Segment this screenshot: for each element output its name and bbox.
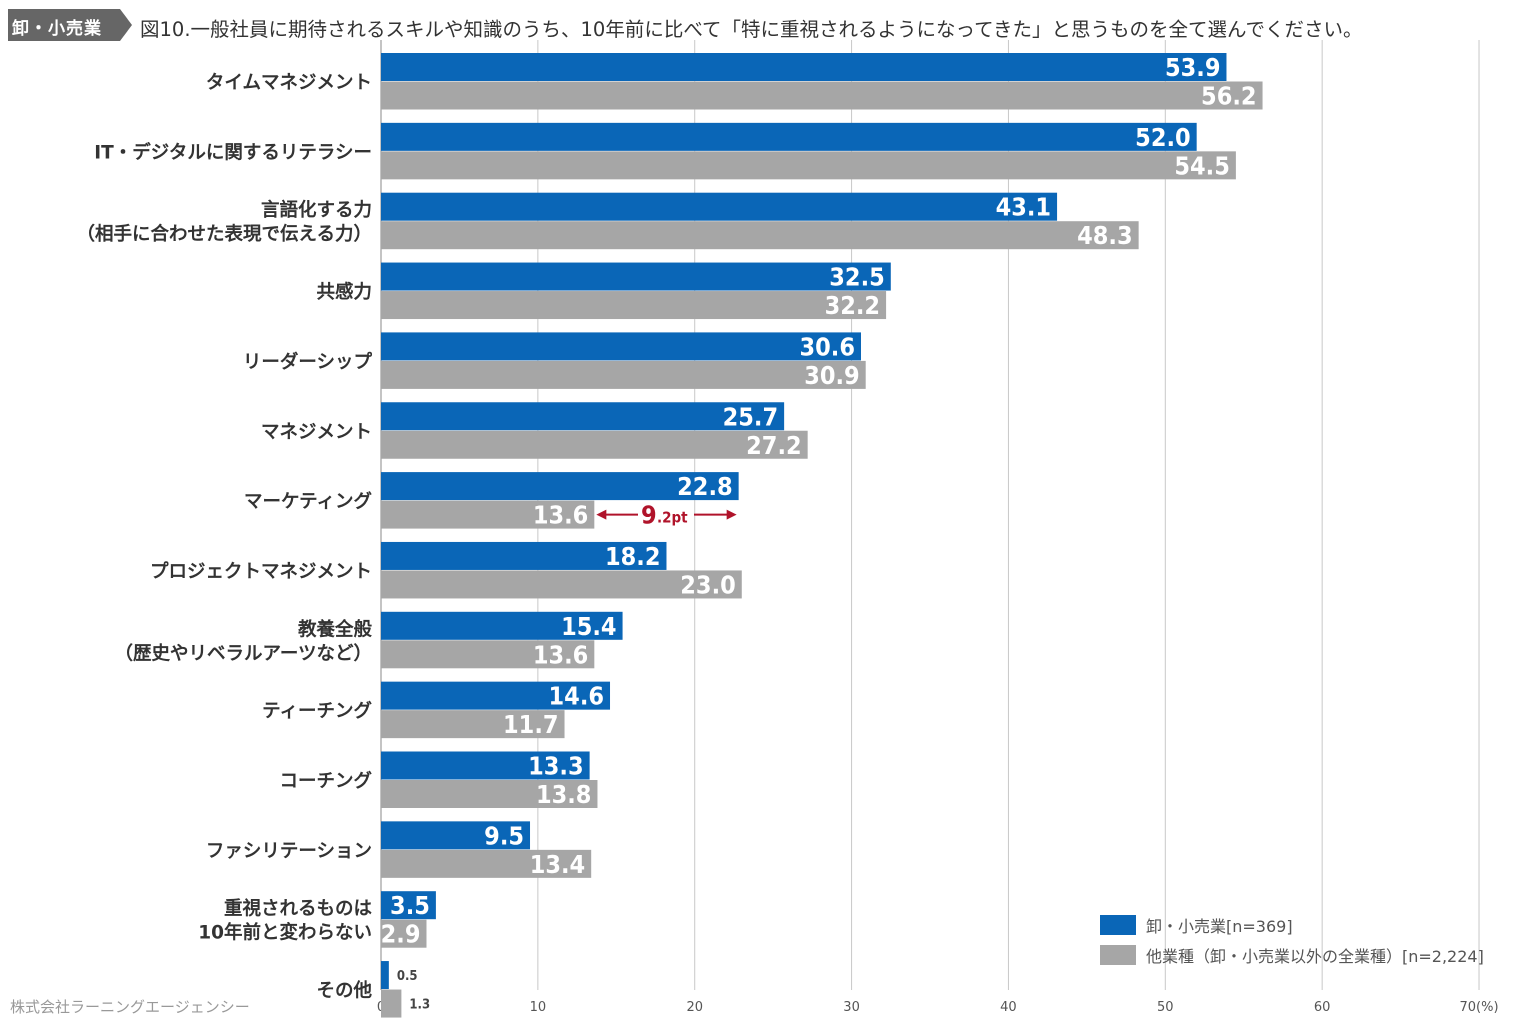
category-label: 10年前と変わらない — [198, 922, 372, 944]
bar-series-1 — [381, 332, 861, 361]
category-label: IT・デジタルに関するリテラシー — [94, 141, 372, 163]
category-label: プロジェクトマネジメント — [150, 560, 372, 582]
value-label-series-2: 13.8 — [536, 780, 592, 809]
value-label-series-1: 22.8 — [677, 472, 733, 501]
category-label: 教養全般 — [298, 618, 373, 640]
value-label-series-1: 52.0 — [1135, 123, 1191, 152]
category-label: ファシリテーション — [206, 841, 372, 862]
annotation-arrowhead-right — [726, 509, 737, 520]
bar-series-2 — [381, 360, 866, 389]
bar-series-1 — [381, 821, 531, 850]
x-tick-label: 10 — [530, 1000, 547, 1015]
category-label: （相手に合わせた表現で伝える力） — [77, 223, 372, 245]
value-label-series-1: 15.4 — [561, 612, 617, 641]
legend-swatch-series-2 — [1100, 945, 1136, 965]
category-label: その他 — [316, 980, 372, 1002]
legend-label-series-1: 卸・小売業[n=369] — [1146, 917, 1293, 936]
value-label-series-2: 23.0 — [680, 570, 736, 599]
value-label-series-1: 43.1 — [996, 193, 1052, 222]
bar-series-2 — [381, 221, 1139, 250]
legend-swatch-series-1 — [1100, 915, 1136, 935]
bar-series-1 — [381, 541, 667, 570]
legend-label-series-2: 他業種（卸・小売業以外の全業種）[n=2,224] — [1146, 947, 1484, 966]
bar-series-1 — [381, 122, 1197, 151]
category-label: タイムマネジメント — [206, 73, 372, 94]
bar-series-2 — [381, 710, 565, 739]
category-badge — [8, 9, 132, 41]
annotation-value-big: 9 — [641, 501, 657, 530]
badge-shape — [8, 9, 132, 41]
bar-series-1 — [381, 891, 436, 920]
bar-series-2 — [381, 500, 595, 529]
legend: 卸・小売業[n=369] 他業種（卸・小売業以外の全業種）[n=2,224] — [1100, 910, 1484, 970]
value-label-series-1: 3.5 — [390, 891, 430, 920]
bar-series-1 — [381, 751, 590, 780]
badge-label: 卸・小売業 — [12, 19, 102, 39]
bar-series-1 — [381, 402, 785, 431]
category-label: 言語化する力 — [261, 199, 372, 221]
annotation-value-small: .2pt — [657, 509, 688, 527]
value-label-series-1: 18.2 — [605, 542, 661, 571]
value-label-series-1: 9.5 — [484, 821, 524, 850]
bar-series-2 — [381, 919, 427, 948]
value-label-series-1: 32.5 — [829, 263, 885, 292]
bar-series-2 — [381, 849, 592, 878]
value-label-series-2: 56.2 — [1201, 82, 1257, 111]
value-label-series-2: 13.4 — [530, 850, 586, 879]
bar-series-1 — [381, 472, 739, 501]
bar-series-1 — [381, 192, 1058, 221]
category-label: マーケティング — [244, 491, 373, 513]
bar-series-1 — [381, 681, 611, 710]
x-tick-label: 40 — [1000, 1000, 1017, 1015]
value-label-series-1: 13.3 — [528, 752, 584, 781]
bar-series-2 — [381, 81, 1263, 110]
value-label-series-2: 32.2 — [825, 291, 881, 320]
x-tick-label: 50 — [1157, 1000, 1174, 1015]
value-label-series-2: 54.5 — [1174, 151, 1230, 180]
value-label-series-1: 25.7 — [723, 402, 779, 431]
bar-series-2 — [381, 780, 598, 808]
bar-series-2 — [381, 430, 808, 459]
category-label: ティーチング — [262, 700, 372, 722]
category-label: マネジメント — [261, 422, 372, 443]
value-label-series-2: 30.9 — [804, 361, 860, 390]
category-label: リーダーシップ — [243, 351, 373, 373]
bar-series-2 — [381, 291, 887, 320]
chart-title: 図10.一般社員に期待されるスキルや知識のうち、10年前に比べて「特に重視される… — [140, 18, 1363, 41]
value-label-series-2: 1.3 — [409, 998, 430, 1013]
value-label-series-2: 48.3 — [1077, 221, 1133, 250]
category-label: 共感力 — [316, 281, 372, 303]
value-label-series-2: 11.7 — [503, 710, 559, 739]
bar-series-2 — [381, 151, 1236, 180]
bar-series-1 — [381, 961, 389, 990]
bar-series-1 — [381, 53, 1227, 81]
footer-credit: 株式会社ラーニングエージェンシー — [10, 998, 250, 1016]
bar-series-1 — [381, 262, 891, 291]
category-label: （歴史やリベラルアーツなど） — [114, 642, 372, 664]
value-label-series-1: 30.6 — [799, 332, 855, 361]
x-tick-label: 30 — [843, 1000, 860, 1015]
legend-item-series-1: 卸・小売業[n=369] — [1100, 910, 1484, 940]
value-label-series-2: 27.2 — [746, 431, 802, 460]
bar-series-2 — [381, 570, 742, 599]
value-label-series-1: 0.5 — [397, 969, 418, 984]
category-label: コーチング — [279, 770, 372, 792]
value-label-series-2: 13.6 — [533, 501, 589, 530]
category-label: 重視されるものは — [224, 898, 372, 920]
value-label-series-2: 13.6 — [533, 640, 589, 669]
x-tick-label: 60 — [1314, 1000, 1331, 1015]
bar-series-2 — [381, 989, 402, 1018]
bar-series-1 — [381, 611, 623, 640]
legend-item-series-2: 他業種（卸・小売業以外の全業種）[n=2,224] — [1100, 940, 1484, 970]
bar-series-2 — [381, 640, 595, 669]
value-label-series-1: 14.6 — [549, 682, 605, 711]
x-tick-label: 20 — [686, 1000, 703, 1015]
annotation-arrowhead-left — [596, 509, 607, 520]
value-label-series-1: 53.9 — [1165, 53, 1221, 82]
value-label-series-2: 2.9 — [381, 920, 421, 949]
x-tick-label: 70(%) — [1459, 1000, 1498, 1015]
